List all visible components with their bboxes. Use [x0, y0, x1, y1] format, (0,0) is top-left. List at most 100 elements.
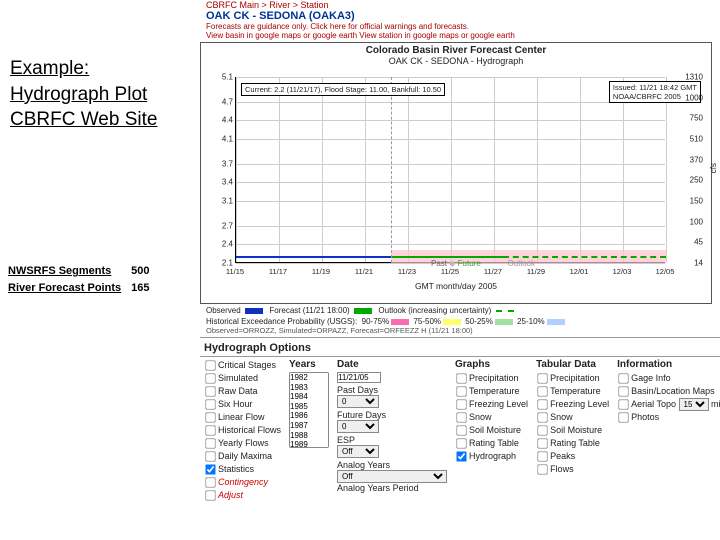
esp-select[interactable]: Off [337, 445, 379, 458]
breadcrumb[interactable]: CBRFC Main > River > Station [206, 0, 720, 10]
year-option[interactable]: 1985 [290, 402, 328, 412]
opt-check-label: Statistics [218, 464, 254, 474]
webpage-screenshot: CBRFC Main > River > Station OAK CK - SE… [200, 0, 720, 540]
opt-info-checkbox[interactable] [618, 373, 628, 383]
opt-check-item[interactable]: Six Hour [204, 398, 281, 411]
opt-graph-checkbox[interactable] [456, 438, 466, 448]
opt-check-item[interactable]: Simulated [204, 372, 281, 385]
aerial-select[interactable]: 15 [679, 398, 709, 411]
opt-graph-checkbox[interactable] [456, 412, 466, 422]
opt-info-checkbox[interactable] [618, 386, 628, 396]
opt-tab-checkbox[interactable] [537, 386, 547, 396]
aerial-topo-row[interactable]: Aerial Topo 15 mi [617, 398, 717, 411]
opt-check-checkbox[interactable] [205, 360, 215, 370]
opt-tab-checkbox[interactable] [537, 412, 547, 422]
opt-tab-item[interactable]: Flows [536, 463, 609, 476]
opt-graph-item[interactable]: Freezing Level [455, 398, 528, 411]
opt-check-checkbox[interactable] [205, 464, 215, 474]
opt-graph-item[interactable]: Rating Table [455, 437, 528, 450]
opt-tab-item[interactable]: Peaks [536, 450, 609, 463]
date-input[interactable] [337, 372, 381, 383]
xtick: 12/01 [570, 267, 589, 276]
year-option[interactable]: 1984 [290, 392, 328, 402]
opt-tab-item[interactable]: Snow [536, 411, 609, 424]
future-days-select[interactable]: 0 [337, 420, 379, 433]
opt-graph-checkbox[interactable] [456, 451, 466, 461]
opt-check-checkbox[interactable] [205, 399, 215, 409]
opt-info-item[interactable]: Photos [617, 411, 717, 424]
guidance-note[interactable]: Forecasts are guidance only. Click here … [206, 22, 720, 31]
map-links[interactable]: View basin in google maps or google eart… [206, 31, 720, 40]
opt-check-item[interactable]: Historical Flows [204, 424, 281, 437]
exceedance-legend: Historical Exceedance Probability (USGS)… [206, 317, 720, 326]
year-option[interactable]: 1988 [290, 431, 328, 441]
years-listbox[interactable]: 198219831984198519861987198819891990 [289, 372, 329, 448]
year-option[interactable]: 1982 [290, 373, 328, 383]
opt-tab-checkbox[interactable] [537, 373, 547, 383]
swatch-25-10 [547, 319, 565, 325]
example-title: Example: Hydrograph Plot CBRFC Web Site [10, 56, 200, 133]
opt-graph-checkbox[interactable] [456, 386, 466, 396]
opt-check-item[interactable]: Contingency [204, 476, 281, 489]
opt-tab-item[interactable]: Rating Table [536, 437, 609, 450]
opt-check-item[interactable]: Linear Flow [204, 411, 281, 424]
opt-info-item[interactable]: Basin/Location Maps [617, 385, 717, 398]
opt-check-item[interactable]: Critical Stages [204, 359, 281, 372]
aerial-checkbox[interactable] [618, 399, 628, 409]
opt-check-checkbox[interactable] [205, 438, 215, 448]
opt-graph-item[interactable]: Snow [455, 411, 528, 424]
analog-years-select[interactable]: Off [337, 470, 447, 483]
year-option[interactable]: 1989 [290, 440, 328, 448]
year-option[interactable]: 1986 [290, 411, 328, 421]
opt-check-checkbox[interactable] [205, 386, 215, 396]
opt-graph-checkbox[interactable] [456, 373, 466, 383]
opt-tab-checkbox[interactable] [537, 438, 547, 448]
year-option[interactable]: 1983 [290, 383, 328, 393]
opt-check-item[interactable]: Raw Data [204, 385, 281, 398]
opt-check-item[interactable]: Yearly Flows [204, 437, 281, 450]
series-footnote: Observed=ORROZZ, Simulated=ORPAZZ, Forec… [206, 326, 720, 335]
ytick-right: 510 [669, 135, 703, 144]
opt-check-label: Six Hour [218, 399, 253, 409]
opt-check-label: Critical Stages [218, 360, 276, 370]
opt-check-checkbox[interactable] [205, 425, 215, 435]
opt-tab-item[interactable]: Precipitation [536, 372, 609, 385]
swatch-observed [245, 308, 263, 314]
opt-tab-item[interactable]: Temperature [536, 385, 609, 398]
opt-check-checkbox[interactable] [205, 412, 215, 422]
aerial-unit: mi [711, 399, 720, 409]
opt-tab-checkbox[interactable] [537, 464, 547, 474]
opt-tab-label: Freezing Level [550, 399, 609, 409]
col-header: Tabular Data [536, 359, 609, 370]
opt-check-item[interactable]: Daily Maxima [204, 450, 281, 463]
opt-tab-checkbox[interactable] [537, 451, 547, 461]
opt-graph-checkbox[interactable] [456, 425, 466, 435]
past-days-select[interactable]: 0 [337, 395, 379, 408]
opt-check-item[interactable]: Statistics [204, 463, 281, 476]
year-option[interactable]: 1987 [290, 421, 328, 431]
options-col-date: Date Past Days 0 Future Days 0 ESP Off A… [333, 359, 451, 502]
opt-check-label: Raw Data [218, 386, 258, 396]
opt-check-checkbox[interactable] [205, 477, 215, 487]
opt-tab-checkbox[interactable] [537, 425, 547, 435]
opt-graph-checkbox[interactable] [456, 399, 466, 409]
opt-info-checkbox[interactable] [618, 412, 628, 422]
opt-tab-item[interactable]: Soil Moisture [536, 424, 609, 437]
chart-subtitle: OAK CK - SEDONA - Hydrograph [201, 56, 711, 66]
xtick: 12/03 [613, 267, 632, 276]
ytick-left: 2.7 [207, 221, 233, 230]
opt-check-checkbox[interactable] [205, 490, 215, 500]
opt-tab-checkbox[interactable] [537, 399, 547, 409]
opt-graph-item[interactable]: Precipitation [455, 372, 528, 385]
xtick: 11/19 [312, 267, 330, 276]
opt-tab-item[interactable]: Freezing Level [536, 398, 609, 411]
opt-graph-item[interactable]: Soil Moisture [455, 424, 528, 437]
opt-tab-label: Peaks [550, 451, 575, 461]
opt-check-checkbox[interactable] [205, 373, 215, 383]
opt-tab-label: Temperature [550, 386, 601, 396]
opt-graph-item[interactable]: Temperature [455, 385, 528, 398]
opt-graph-item[interactable]: Hydrograph [455, 450, 528, 463]
opt-info-item[interactable]: Gage Info [617, 372, 717, 385]
opt-check-checkbox[interactable] [205, 451, 215, 461]
opt-check-item[interactable]: Adjust [204, 489, 281, 502]
